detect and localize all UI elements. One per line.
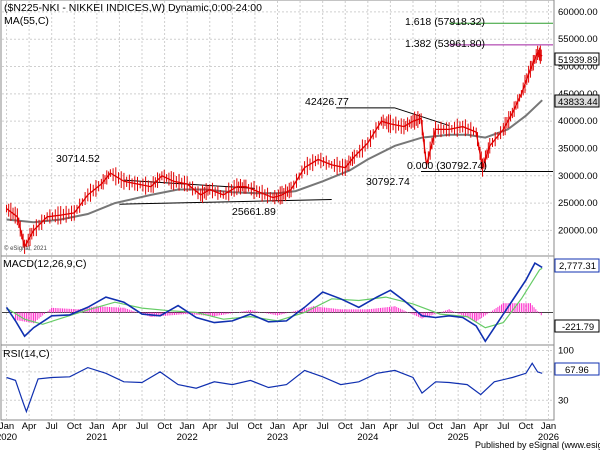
month-label: Jul xyxy=(317,421,329,432)
rsi-layer xyxy=(2,350,553,414)
month-label: Oct xyxy=(157,421,172,432)
price-layer xyxy=(6,22,553,254)
year-label: 2021 xyxy=(86,432,107,443)
month-label: Jul xyxy=(407,421,419,432)
fib-1382-label: 1.382 (53961.80) xyxy=(405,38,485,50)
fib-1618-label: 1.618 (57918.32) xyxy=(405,16,485,28)
macd-line xyxy=(5,261,543,343)
signal-value-tag xyxy=(554,319,600,333)
price-tick-label: 30000.00 xyxy=(558,171,598,182)
month-label: Jul xyxy=(136,421,148,432)
price-tick-label: 20000.00 xyxy=(558,225,598,236)
price-tick-label: 45000.00 xyxy=(558,89,598,100)
month-label: Jan xyxy=(0,421,14,432)
annotation-30792: 30792.74 xyxy=(366,176,410,188)
price-tick-label: 55000.00 xyxy=(558,34,598,45)
rsi-tick-label: 30 xyxy=(558,395,569,406)
month-label: Jan xyxy=(270,421,285,432)
rsi-value: 67.96 xyxy=(565,365,589,376)
price-tick-label: 40000.00 xyxy=(558,116,598,127)
month-label: Oct xyxy=(519,421,534,432)
rsi-title: RSI(14,C) xyxy=(3,348,50,360)
month-label: Jan xyxy=(450,421,465,432)
price-tick-label: 60000.00 xyxy=(558,7,598,18)
month-label: Apr xyxy=(112,421,127,432)
fib-0-label: 0.000 (30792.74) xyxy=(407,160,487,172)
macd-layer xyxy=(2,261,553,343)
month-label: Oct xyxy=(67,421,82,432)
price-tick-label: 25000.00 xyxy=(558,198,598,209)
ma-55-line xyxy=(6,99,543,224)
month-label: Oct xyxy=(248,421,263,432)
signal-value: -221.79 xyxy=(562,322,594,333)
year-label: 2024 xyxy=(357,432,378,443)
ma-label: MA(55,C) xyxy=(4,15,49,27)
month-label: Oct xyxy=(428,421,443,432)
month-label: Apr xyxy=(293,421,308,432)
annotation-30714: 30714.52 xyxy=(56,153,100,165)
month-label: Jul xyxy=(46,421,58,432)
month-label: Jan xyxy=(89,421,104,432)
month-label: Jul xyxy=(497,421,509,432)
price-tick-label: 35000.00 xyxy=(558,143,598,154)
month-label: Jan xyxy=(360,421,375,432)
price-tick-label: 50000.00 xyxy=(558,62,598,73)
year-label: 2022 xyxy=(177,432,198,443)
rsi-tick-label: 100 xyxy=(558,346,574,357)
month-label: Apr xyxy=(202,421,217,432)
month-label: Jan xyxy=(541,421,556,432)
trendline xyxy=(119,198,332,205)
ma-value-tag xyxy=(554,94,600,108)
year-label: 2023 xyxy=(267,432,288,443)
annotation-42426: 42426.77 xyxy=(305,96,349,108)
chart-title: ($N225-NKI - NIKKEI INDICES,W) Dynamic,0… xyxy=(4,2,262,14)
month-label: Jan xyxy=(180,421,195,432)
last-price-tag xyxy=(554,52,600,66)
last-price-value: 51939.89 xyxy=(558,55,598,66)
macd-value: 2,777.31 xyxy=(559,261,596,272)
watermark: © eSignal, 2021 xyxy=(4,245,47,252)
rsi-line xyxy=(6,362,543,414)
rsi-value-tag xyxy=(554,362,600,376)
footer: Published by eSignal (www.esignal.com) xyxy=(475,440,600,450)
macd-value-tag xyxy=(554,258,600,273)
month-label: Oct xyxy=(338,421,353,432)
axis-layer: 60000.00 55000.00 50000.00 45000.00 40000.00… xyxy=(0,7,598,443)
trendline xyxy=(394,107,450,127)
year-label: 2026 xyxy=(538,432,559,443)
month-label: Apr xyxy=(473,421,488,432)
year-label: 2025 xyxy=(448,432,469,443)
month-label: Apr xyxy=(22,421,37,432)
macd-title: MACD(12,26,9,C) xyxy=(3,258,86,270)
month-label: Apr xyxy=(383,421,398,432)
annotation-25661: 25661.89 xyxy=(232,206,276,218)
ma-value: 43833.44 xyxy=(558,97,598,108)
month-label: Jul xyxy=(226,421,238,432)
